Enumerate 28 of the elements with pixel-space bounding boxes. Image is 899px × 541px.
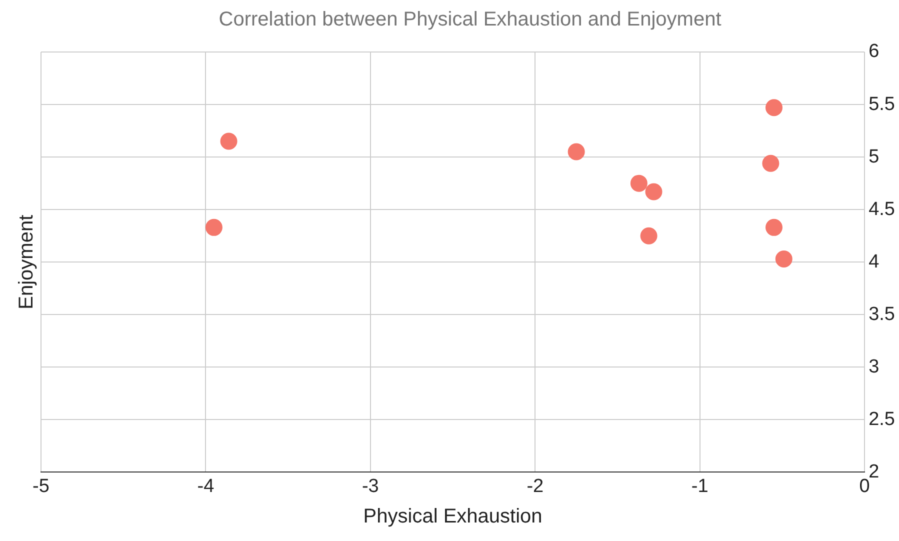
point (765, 99, 782, 116)
y-tick-label: 6 (868, 41, 880, 62)
y-tick-label: 4.5 (868, 198, 896, 220)
point (630, 174, 648, 192)
y-tick-label: 4 (868, 251, 880, 272)
point (205, 218, 222, 236)
point (640, 227, 658, 244)
y-tick-label: 5 (868, 146, 880, 168)
point (775, 250, 792, 268)
point (762, 154, 780, 172)
x-tick-label: -5 (32, 476, 50, 497)
y-axis-title: Enjoyment (16, 214, 38, 310)
point (645, 183, 662, 200)
chart-title: Correlation between Physical Exhaustion and Enjoyment (218, 8, 722, 31)
y-tick-label: 2 (868, 461, 880, 482)
x-tick-label: 0 (859, 476, 870, 497)
x-tick-label: -1 (691, 476, 708, 497)
x-tick-label: -4 (197, 476, 215, 497)
y-tick-label: 3.5 (868, 304, 896, 325)
y-tick-label: 3 (868, 356, 880, 378)
y-tick-label: 2.5 (868, 408, 896, 430)
y-tick-label: 5.5 (868, 94, 896, 115)
x-tick-label: -2 (526, 476, 544, 497)
point (568, 143, 585, 160)
x-axis-title: Physical Exhaustion (363, 506, 542, 528)
point (765, 218, 782, 236)
x-tick-label: -3 (362, 476, 379, 497)
point (220, 132, 238, 150)
